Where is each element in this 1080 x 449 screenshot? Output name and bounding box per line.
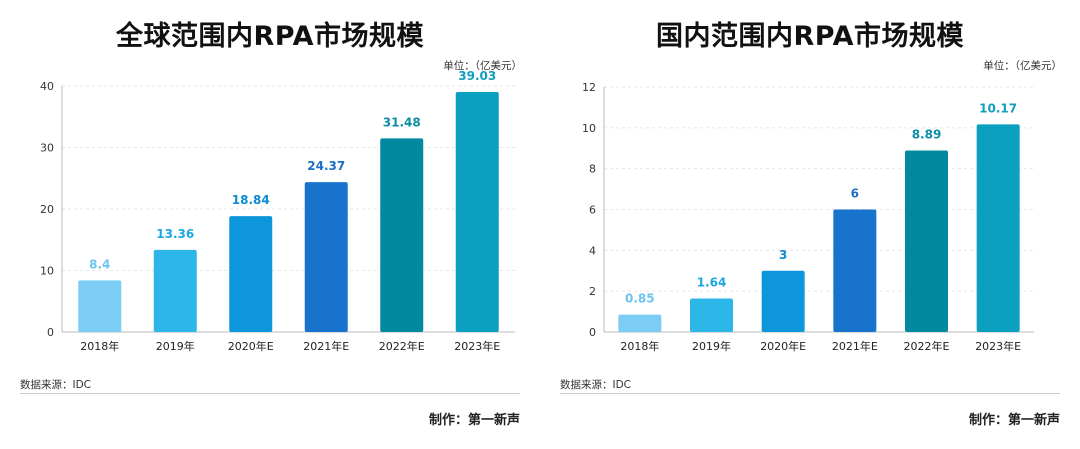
credit-note: 制作：第一新声 <box>428 413 520 428</box>
bar <box>618 314 662 332</box>
x-tick-label: 2019年 <box>692 339 731 353</box>
bar <box>78 280 122 332</box>
y-tick-label: 0 <box>47 326 54 339</box>
bar <box>455 91 499 332</box>
y-tick-label: 10 <box>40 265 54 278</box>
y-tick-label: 0 <box>589 326 596 339</box>
bar <box>380 138 424 332</box>
data-label: 18.84 <box>232 193 270 207</box>
unit-label: 单位：（亿美元） <box>983 60 1062 72</box>
data-label: 1.64 <box>697 276 727 290</box>
x-tick-label: 2020年E <box>760 339 806 353</box>
data-label: 13.36 <box>156 227 194 241</box>
y-tick-label: 10 <box>582 122 596 135</box>
y-tick-label: 4 <box>589 244 596 257</box>
divider <box>560 393 1060 394</box>
x-tick-label: 2022年E <box>904 339 950 353</box>
data-label: 0.85 <box>625 292 655 306</box>
data-label: 6 <box>851 187 859 201</box>
data-label: 10.17 <box>979 101 1017 115</box>
source-note: 数据来源：IDC <box>560 379 632 391</box>
bar <box>761 270 805 332</box>
x-tick-label: 2023年E <box>975 339 1021 353</box>
data-label: 8.89 <box>912 127 942 141</box>
unit-label: 单位：（亿美元） <box>443 60 522 72</box>
bar <box>153 249 197 332</box>
x-tick-label: 2022年E <box>379 339 425 353</box>
bar-chart: 0 2 4 6 8 10 12 0.85 2018年 1.64 2019年 3 2020年E 6 2021年… <box>582 81 1034 353</box>
bar <box>690 298 733 332</box>
bar <box>905 150 948 332</box>
global-rpa-chart-panel: 全球范围内RPA市场规模 单位：（亿美元） 0 10 20 30 40 8.4 2018年 1… <box>20 21 522 428</box>
bar <box>229 216 273 332</box>
x-tick-label: 2023年E <box>454 339 500 353</box>
data-label: 39.03 <box>458 69 496 83</box>
bar <box>304 182 348 332</box>
data-label: 31.48 <box>383 115 421 129</box>
y-tick-label: 20 <box>40 203 54 216</box>
chart-title: 全球范围内RPA市场规模 <box>116 21 424 52</box>
x-tick-label: 2020年E <box>228 339 274 353</box>
y-tick-label: 2 <box>589 285 596 298</box>
source-note: 数据来源：IDC <box>20 379 92 391</box>
x-tick-label: 2018年 <box>80 339 119 353</box>
y-tick-label: 8 <box>589 163 596 176</box>
bar <box>976 124 1020 332</box>
divider <box>20 393 520 394</box>
credit-note: 制作：第一新声 <box>968 413 1060 428</box>
y-tick-label: 30 <box>40 142 54 155</box>
y-tick-label: 6 <box>589 204 596 217</box>
x-tick-label: 2019年 <box>156 339 195 353</box>
domestic-rpa-chart-panel: 国内范围内RPA市场规模 单位：（亿美元） 0 2 4 6 8 10 12 0.85 2018年… <box>540 0 1080 449</box>
y-tick-label: 40 <box>40 80 54 93</box>
chart-title: 国内范围内RPA市场规模 <box>656 21 964 52</box>
bar-chart: 0 10 20 30 40 8.4 2018年 13.36 2019年 18.84 2020年E 24… <box>40 69 515 353</box>
data-label: 3 <box>779 248 787 262</box>
x-tick-label: 2018年 <box>620 339 659 353</box>
bar <box>833 209 877 332</box>
data-label: 24.37 <box>307 159 345 173</box>
y-tick-label: 12 <box>582 81 596 94</box>
x-tick-label: 2021年E <box>832 339 878 353</box>
data-label: 8.4 <box>89 257 110 271</box>
x-tick-label: 2021年E <box>303 339 349 353</box>
